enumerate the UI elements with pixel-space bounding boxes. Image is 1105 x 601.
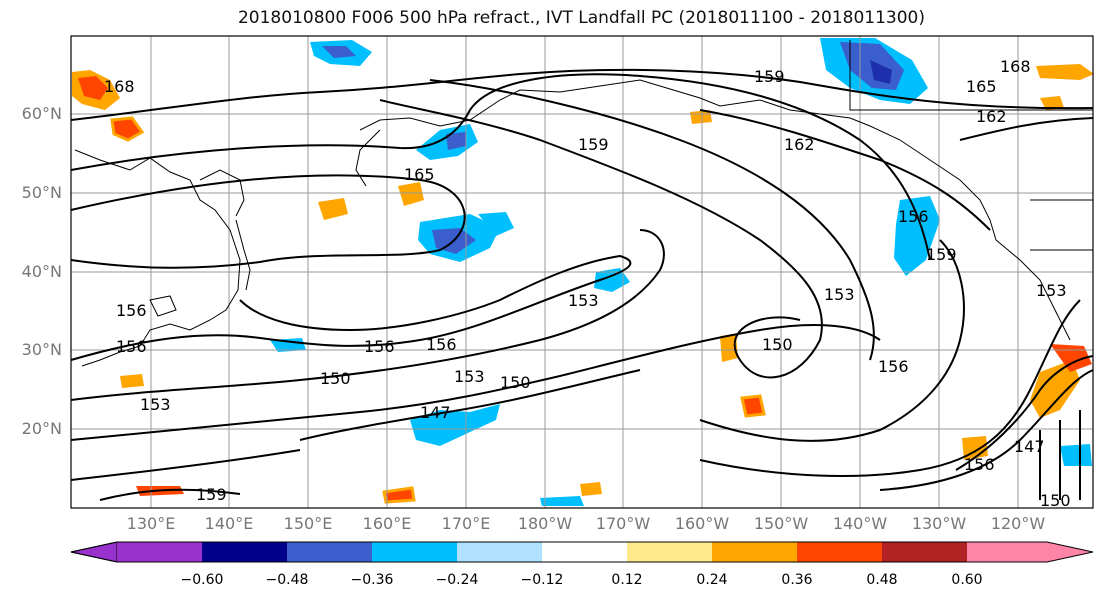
contour-label: 165 <box>966 77 997 96</box>
contour-lines <box>70 68 1094 501</box>
refractivity-shading <box>72 38 1094 506</box>
colorbar-tick-label: −0.24 <box>435 572 479 588</box>
lon-label: 130°W <box>911 514 967 533</box>
colorbar-tick-label: 0.48 <box>866 572 898 588</box>
contour-label: 168 <box>104 77 135 96</box>
lat-label: 50°N <box>21 183 62 202</box>
colorbar-min-extend <box>70 541 118 563</box>
lon-label: 170°E <box>441 514 491 533</box>
colorbar-tick-label: −0.12 <box>520 572 564 588</box>
lon-label: 140°E <box>204 514 254 533</box>
colorbar-segment <box>457 542 542 562</box>
contour-label: 156 <box>898 207 929 226</box>
contour-label: 156 <box>116 301 147 320</box>
lat-label: 30°N <box>21 340 62 359</box>
colorbar-tick-label: −0.36 <box>350 572 394 588</box>
contour-label: 150 <box>762 335 793 354</box>
lon-label: 120°W <box>990 514 1046 533</box>
lat-label: 20°N <box>21 419 62 438</box>
colorbar-tick-label: −0.60 <box>180 572 224 588</box>
contour-label: 150 <box>1040 491 1071 510</box>
colorbar-tick-label: 0.36 <box>781 572 813 588</box>
colorbar-segment <box>287 542 372 562</box>
colorbar <box>70 541 1094 563</box>
contour-label: 156 <box>964 455 995 474</box>
lon-label: 180°W <box>517 514 573 533</box>
contour-label: 150 <box>320 369 351 388</box>
contour-label: 165 <box>404 165 435 184</box>
lat-label: 40°N <box>21 262 62 281</box>
contour-label: 153 <box>454 367 485 386</box>
colorbar-segment <box>627 542 712 562</box>
lon-label: 140°W <box>832 514 888 533</box>
contour-label: 150 <box>500 373 531 392</box>
contour-label: 159 <box>926 245 957 264</box>
contour-label: 153 <box>140 395 171 414</box>
colorbar-tick-label: 0.12 <box>611 572 643 588</box>
lon-label: 150°E <box>283 514 333 533</box>
contour-label: 156 <box>426 335 457 354</box>
gridlines <box>71 36 1093 508</box>
contour-label: 168 <box>1000 57 1031 76</box>
contour-label: 153 <box>824 285 855 304</box>
contour-label: 162 <box>784 135 815 154</box>
lon-label: 150°W <box>753 514 809 533</box>
contour-label: 156 <box>116 337 147 356</box>
contour-label: 147 <box>1014 437 1045 456</box>
lon-label: 160°E <box>362 514 412 533</box>
lon-label: 160°W <box>674 514 730 533</box>
map-panel <box>70 35 1094 509</box>
colorbar-segment <box>117 542 202 562</box>
contour-label: 159 <box>196 485 227 504</box>
lat-label: 60°N <box>21 104 62 123</box>
contour-label: 162 <box>976 107 1007 126</box>
contour-label-group: 168 165 159 162 165 162 168 159 156 159 … <box>104 57 1071 510</box>
contour-label: 153 <box>1036 281 1067 300</box>
lon-label: 170°W <box>595 514 651 533</box>
contour-label: 153 <box>568 291 599 310</box>
colorbar-segment <box>882 542 967 562</box>
colorbar-segment <box>202 542 287 562</box>
contour-label: 159 <box>754 67 785 86</box>
colorbar-tick-label: −0.48 <box>265 572 309 588</box>
colorbar-segment <box>797 542 882 562</box>
contour-label: 156 <box>364 337 395 356</box>
colorbar-segment <box>712 542 797 562</box>
contour-label: 156 <box>878 357 909 376</box>
colorbar-tick-label: 0.60 <box>951 572 983 588</box>
colorbar-max-extend <box>967 542 1093 562</box>
contour-label: 159 <box>578 135 609 154</box>
colorbar-tick-label: 0.24 <box>696 572 728 588</box>
contour-label: 147 <box>420 403 451 422</box>
colorbar-segment <box>542 542 627 562</box>
colorbar-segment <box>372 542 457 562</box>
map-title: 2018010800 F006 500 hPa refract., IVT La… <box>237 8 925 28</box>
lon-label: 130°E <box>126 514 176 533</box>
